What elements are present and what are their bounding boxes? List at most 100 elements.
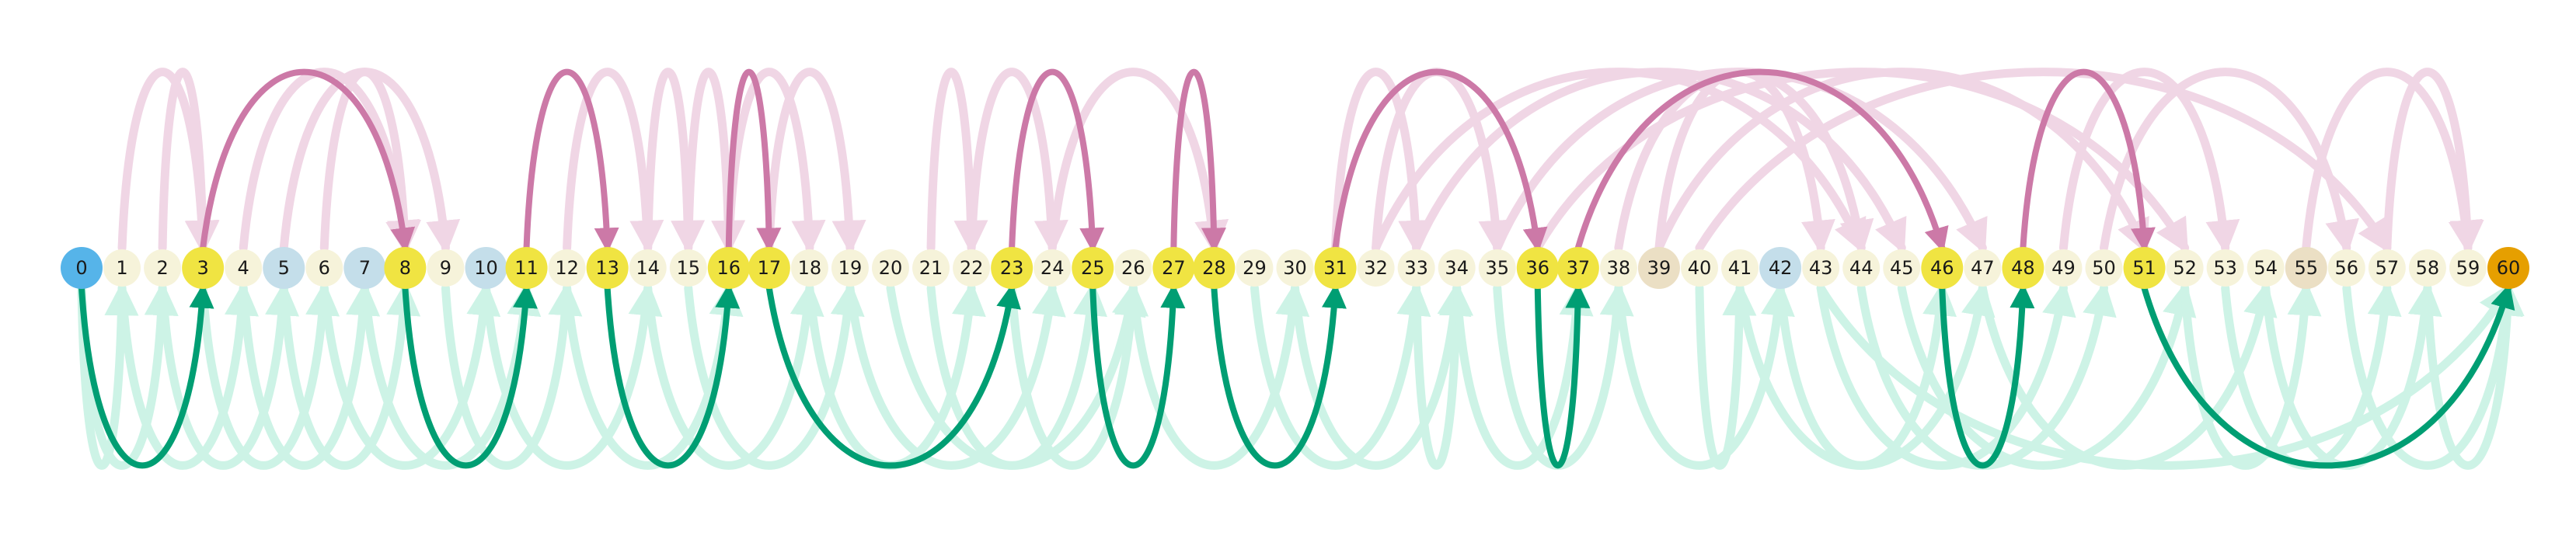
faint-arc-4-to-8 bbox=[239, 68, 420, 255]
node-44: 44 bbox=[1842, 249, 1881, 287]
node-38: 38 bbox=[1599, 249, 1637, 287]
node-label: 45 bbox=[1890, 257, 1914, 279]
faint-arc-12-to-16 bbox=[563, 281, 744, 470]
node-circle bbox=[790, 249, 828, 287]
node-41: 41 bbox=[1721, 249, 1759, 287]
path-arc-28-to-31 bbox=[1211, 283, 1347, 469]
node-25: 25 bbox=[1072, 247, 1114, 289]
node-label: 19 bbox=[838, 257, 863, 279]
node-21: 21 bbox=[912, 249, 950, 287]
node-label: 4 bbox=[238, 257, 249, 279]
node-circle bbox=[1034, 249, 1072, 287]
faint-arc-4-to-7 bbox=[239, 281, 381, 470]
node-28: 28 bbox=[1193, 247, 1236, 289]
node-3: 3 bbox=[182, 247, 225, 289]
node-circle bbox=[1681, 249, 1718, 287]
node-46: 46 bbox=[1921, 247, 1964, 289]
faint-arc-56-to-60 bbox=[2342, 281, 2523, 470]
node-9: 9 bbox=[427, 249, 465, 287]
node-42: 42 bbox=[1759, 247, 1802, 289]
node-circle bbox=[707, 247, 750, 289]
node-circle bbox=[2368, 249, 2406, 287]
node-20: 20 bbox=[872, 249, 909, 287]
node-circle bbox=[2487, 247, 2529, 289]
node-51: 51 bbox=[2123, 247, 2166, 289]
node-circle bbox=[2085, 249, 2123, 287]
node-label: 38 bbox=[1607, 257, 1631, 279]
faint-arc-7-to-11 bbox=[360, 281, 542, 470]
node-circle bbox=[586, 247, 629, 289]
faint-arc-43-to-49 bbox=[1816, 281, 2076, 470]
node-60: 60 bbox=[2487, 247, 2529, 289]
node-circle bbox=[1802, 249, 1840, 287]
faint-arc-49-to-53 bbox=[2058, 68, 2240, 255]
path-arc-0-to-3 bbox=[78, 283, 214, 469]
node-label: 60 bbox=[2497, 257, 2521, 279]
node-circle bbox=[2285, 247, 2327, 289]
faint-arc-29-to-33 bbox=[1250, 281, 1431, 470]
node-54: 54 bbox=[2247, 249, 2285, 287]
node-circle bbox=[831, 249, 869, 287]
node-circle bbox=[1357, 249, 1395, 287]
node-circle bbox=[1556, 247, 1599, 289]
faint-arc-45-to-52 bbox=[1897, 281, 2197, 470]
node-label: 31 bbox=[1323, 257, 1347, 279]
node-26: 26 bbox=[1114, 249, 1152, 287]
node-57: 57 bbox=[2368, 249, 2406, 287]
faint-arc-5-to-8 bbox=[279, 281, 421, 470]
node-label: 28 bbox=[1202, 257, 1226, 279]
node-label: 56 bbox=[2335, 257, 2359, 279]
node-circle bbox=[991, 247, 1034, 289]
node-label: 0 bbox=[75, 257, 87, 279]
node-18: 18 bbox=[790, 249, 828, 287]
node-label: 57 bbox=[2376, 257, 2400, 279]
highlighted-path-arcs bbox=[78, 68, 2515, 469]
node-58: 58 bbox=[2408, 249, 2446, 287]
node-label: 53 bbox=[2213, 257, 2237, 279]
faint-arc-39-to-51 bbox=[1654, 68, 2149, 255]
node-circle bbox=[1114, 249, 1152, 287]
node-circle bbox=[427, 249, 465, 287]
node-circle bbox=[1921, 247, 1964, 289]
node-circle bbox=[1438, 249, 1476, 287]
node-29: 29 bbox=[1236, 249, 1274, 287]
node-52: 52 bbox=[2166, 249, 2204, 287]
path-arc-11-to-13 bbox=[523, 68, 619, 253]
node-12: 12 bbox=[548, 249, 586, 287]
path-arc-37-to-46 bbox=[1574, 68, 1949, 253]
node-label: 25 bbox=[1081, 257, 1105, 279]
node-31: 31 bbox=[1314, 247, 1357, 289]
faint-arc-40-to-41 bbox=[1695, 281, 1757, 470]
node-48: 48 bbox=[2002, 247, 2044, 289]
node-label: 32 bbox=[1364, 257, 1388, 279]
node-label: 35 bbox=[1485, 257, 1509, 279]
node-label: 46 bbox=[1930, 257, 1954, 279]
node-24: 24 bbox=[1034, 249, 1072, 287]
node-label: 54 bbox=[2254, 257, 2278, 279]
path-arc-25-to-27 bbox=[1089, 283, 1186, 469]
node-22: 22 bbox=[953, 249, 991, 287]
faint-arc-17-to-19 bbox=[765, 68, 866, 255]
node-32: 32 bbox=[1357, 249, 1395, 287]
faint-arc-43-to-60 bbox=[1816, 282, 2513, 470]
node-circle bbox=[2408, 249, 2446, 287]
node-circle bbox=[1276, 249, 1314, 287]
faint-arc-15-to-16 bbox=[684, 68, 746, 255]
node-43: 43 bbox=[1802, 249, 1840, 287]
node-label: 1 bbox=[116, 257, 127, 279]
node-34: 34 bbox=[1438, 249, 1476, 287]
node-circle bbox=[1883, 249, 1921, 287]
node-39: 39 bbox=[1637, 247, 1680, 289]
node-circle bbox=[2123, 247, 2166, 289]
path-arc-46-to-48 bbox=[1939, 283, 2035, 469]
node-circle bbox=[1516, 247, 1559, 289]
node-circle bbox=[2247, 249, 2285, 287]
node-circle bbox=[2002, 247, 2044, 289]
node-circle bbox=[1193, 247, 1236, 289]
faint-arc-31-to-33 bbox=[1331, 68, 1433, 255]
node-8: 8 bbox=[384, 247, 427, 289]
node-label: 24 bbox=[1041, 257, 1065, 279]
node-label: 55 bbox=[2294, 257, 2318, 279]
node-circle bbox=[1478, 249, 1516, 287]
node-circle bbox=[1236, 249, 1274, 287]
